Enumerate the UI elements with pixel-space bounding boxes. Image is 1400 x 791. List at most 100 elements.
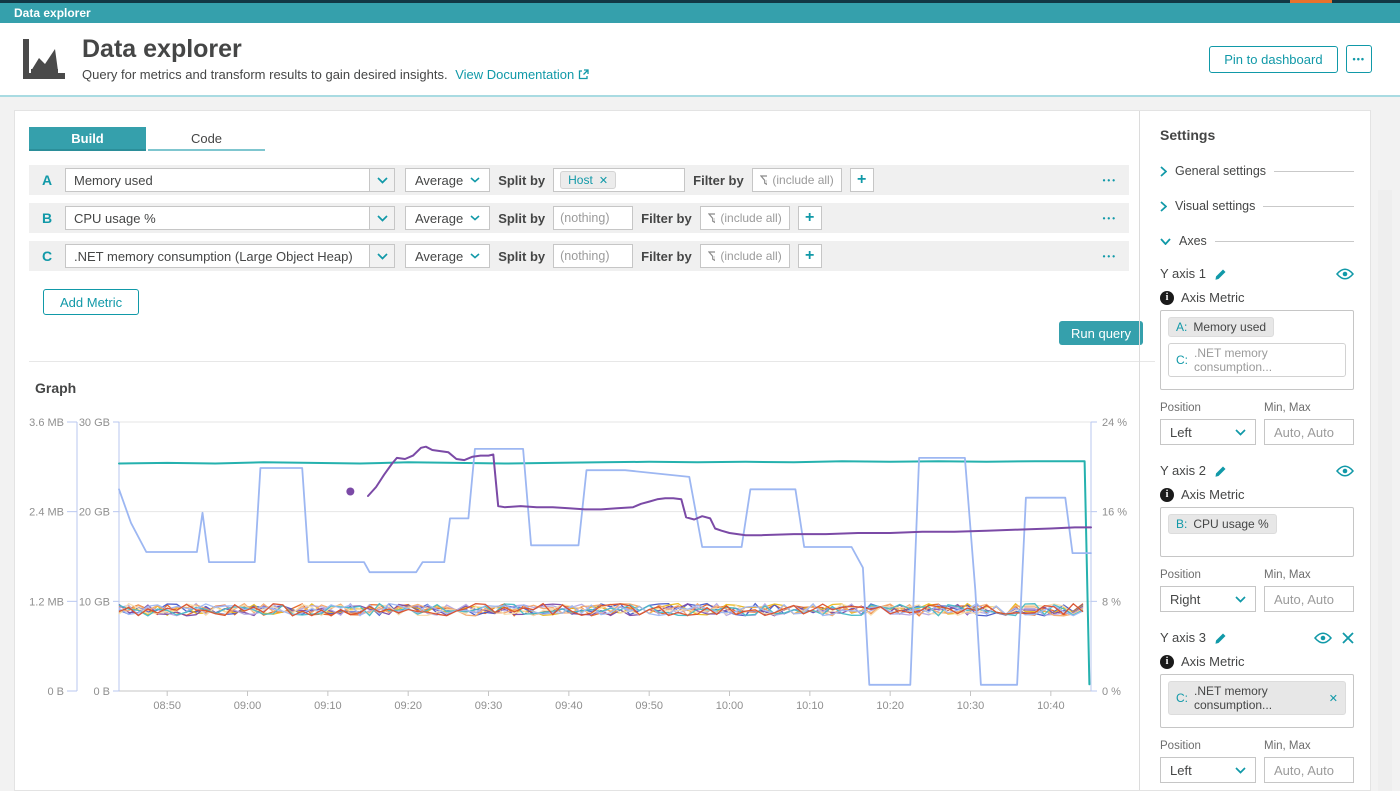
tag-text: CPU usage %	[1193, 517, 1269, 531]
split-by-label: Split by	[498, 172, 546, 188]
aggregation-select[interactable]: Average	[405, 206, 491, 230]
remove-axis-icon[interactable]	[1342, 631, 1354, 644]
header-text: Data explorer Query for metrics and tran…	[82, 36, 589, 82]
remove-tag-icon[interactable]: ✕	[1328, 692, 1338, 705]
chevron-down-icon[interactable]	[369, 245, 394, 267]
graph-divider	[29, 361, 1155, 362]
filter-placeholder: (include all)	[772, 173, 834, 187]
split-by-box[interactable]: Host ✕	[553, 168, 686, 192]
page-subtitle: Query for metrics and transform results …	[82, 67, 589, 82]
minmax-label: Min, Max	[1264, 569, 1311, 581]
y-axis-2-card: Y axis 2 i Axis Metric B: CPU usage % Po…	[1160, 463, 1354, 612]
svg-text:8 %: 8 %	[1102, 596, 1121, 608]
y-axis-3-card: Y axis 3 i Axis Metric C: .NET memory co…	[1160, 630, 1354, 783]
split-tag-host[interactable]: Host ✕	[560, 171, 617, 189]
add-filter-button[interactable]: +	[849, 168, 874, 192]
split-by-input[interactable]	[560, 249, 627, 263]
y-axis-title: Y axis 2	[1160, 463, 1207, 478]
visibility-eye-icon[interactable]	[1336, 268, 1354, 280]
header-more-button[interactable]: •••	[1345, 45, 1372, 73]
add-metric-button[interactable]: Add Metric	[43, 289, 140, 315]
split-by-box[interactable]	[553, 244, 634, 268]
metric-select[interactable]: Memory used	[65, 168, 395, 192]
minmax-label: Min, Max	[1264, 402, 1311, 414]
data-explorer-panel: Build Code A Memory used Average Split b…	[14, 110, 1371, 791]
axis-metric-box[interactable]: B: CPU usage %	[1160, 507, 1354, 557]
position-select[interactable]: Left	[1160, 419, 1256, 445]
y-axis-1-card: Y axis 1 i Axis Metric A: Memory used C:…	[1160, 266, 1354, 445]
svg-text:09:10: 09:10	[314, 700, 342, 712]
browser-loading-strip	[0, 0, 1400, 3]
metric-row-b: B CPU usage % Average Split by Filter by	[29, 203, 1129, 233]
metric-row-more-button[interactable]: •••	[1102, 251, 1117, 261]
y-axis-title: Y axis 3	[1160, 630, 1207, 645]
minmax-input[interactable]	[1264, 419, 1354, 445]
minmax-input[interactable]	[1264, 757, 1354, 783]
window-titlebar: Data explorer	[0, 3, 1400, 23]
axis-metric-label: Axis Metric	[1181, 654, 1245, 669]
edit-pencil-icon[interactable]	[1214, 631, 1228, 645]
visibility-eye-icon[interactable]	[1314, 632, 1332, 644]
remove-split-icon[interactable]: ✕	[598, 174, 609, 187]
section-label: General settings	[1175, 164, 1267, 178]
metric-row-more-button[interactable]: •••	[1102, 213, 1117, 223]
tag-letter: C:	[1176, 353, 1188, 367]
split-by-box[interactable]	[553, 206, 634, 230]
tag-text: .NET memory consumption...	[1194, 684, 1273, 712]
metric-row-more-button[interactable]: •••	[1102, 175, 1117, 185]
visibility-eye-icon[interactable]	[1336, 465, 1354, 477]
split-by-label: Split by	[498, 210, 546, 226]
chevron-down-icon[interactable]	[369, 207, 394, 229]
metric-letter: A	[41, 172, 53, 188]
axis-metric-tag[interactable]: C: .NET memory consumption... ✕	[1168, 681, 1346, 715]
info-icon: i	[1160, 290, 1174, 305]
filter-box[interactable]: (include all)	[699, 206, 790, 230]
graph-section-title: Graph	[35, 380, 77, 396]
axis-metric-box[interactable]: C: .NET memory consumption... ✕	[1160, 674, 1354, 728]
metric-select[interactable]: .NET memory consumption (Large Object He…	[65, 244, 395, 268]
section-axes[interactable]: Axes	[1160, 234, 1354, 248]
chevron-down-icon	[1160, 237, 1171, 245]
funnel-icon	[707, 212, 716, 223]
filter-by-label: Filter by	[693, 172, 744, 188]
section-general-settings[interactable]: General settings	[1160, 164, 1354, 178]
svg-text:0 B: 0 B	[47, 686, 64, 698]
scrollbar-track[interactable]	[1378, 190, 1392, 791]
svg-text:1.2 MB: 1.2 MB	[29, 596, 64, 608]
svg-text:30 GB: 30 GB	[79, 417, 110, 429]
position-select[interactable]: Left	[1160, 757, 1256, 783]
position-label: Position	[1160, 402, 1201, 414]
view-documentation-link[interactable]: View Documentation	[455, 66, 575, 82]
info-icon: i	[1160, 654, 1174, 669]
filter-box[interactable]: (include all)	[699, 244, 790, 268]
minmax-input[interactable]	[1264, 586, 1354, 612]
pin-to-dashboard-button[interactable]: Pin to dashboard	[1209, 45, 1338, 73]
edit-pencil-icon[interactable]	[1214, 267, 1228, 281]
section-visual-settings[interactable]: Visual settings	[1160, 199, 1354, 213]
aggregation-select[interactable]: Average	[405, 168, 491, 192]
axis-metric-tag[interactable]: A: Memory used	[1168, 317, 1275, 337]
svg-text:09:30: 09:30	[475, 700, 503, 712]
filter-box[interactable]: (include all)	[751, 168, 842, 192]
chevron-right-icon	[1160, 200, 1167, 212]
metric-select[interactable]: CPU usage %	[65, 206, 395, 230]
chevron-down-icon[interactable]	[369, 169, 394, 191]
axis-metric-tag-suggestion[interactable]: C: .NET memory consumption...	[1168, 343, 1346, 377]
svg-text:09:40: 09:40	[555, 700, 583, 712]
split-by-input[interactable]	[560, 211, 627, 225]
add-filter-button[interactable]: +	[797, 206, 822, 230]
tab-code[interactable]: Code	[148, 127, 265, 151]
svg-text:10:10: 10:10	[796, 700, 824, 712]
position-value: Right	[1170, 591, 1201, 607]
chevron-down-icon	[470, 253, 480, 259]
metric-row-a: A Memory used Average Split by Host ✕	[29, 165, 1129, 195]
run-query-button[interactable]: Run query	[1059, 321, 1143, 345]
axis-metric-tag[interactable]: B: CPU usage %	[1168, 514, 1277, 534]
tab-build[interactable]: Build	[29, 127, 146, 151]
aggregation-select[interactable]: Average	[405, 244, 491, 268]
add-filter-button[interactable]: +	[797, 244, 822, 268]
position-select[interactable]: Right	[1160, 586, 1256, 612]
axis-metric-box[interactable]: A: Memory used C: .NET memory consumptio…	[1160, 310, 1354, 390]
edit-pencil-icon[interactable]	[1214, 464, 1228, 478]
page-title: Data explorer	[82, 35, 242, 64]
